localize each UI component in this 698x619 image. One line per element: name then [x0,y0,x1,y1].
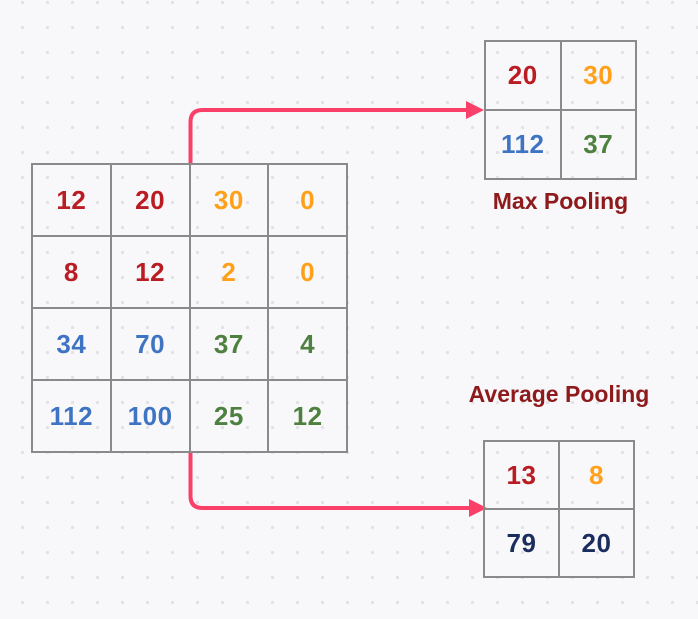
input-grid-cell: 0 [268,236,347,308]
input-grid-cell: 25 [189,380,269,452]
input-grid-cell: 12 [110,236,190,308]
input-grid-cell: 4 [268,308,347,380]
max-pooling-cell: 112 [485,110,561,179]
input-grid-cell: 112 [32,380,111,452]
average-pooling-cell: 20 [559,509,634,577]
input-grid-cell: 100 [110,380,190,452]
max-pooling-grid: 20 30 112 37 [484,40,637,180]
average-pooling-cell: 79 [484,509,559,577]
input-grid-cell: 70 [110,308,190,380]
max-pooling-arrowhead-icon [466,101,484,119]
max-pooling-cell: 37 [560,110,636,179]
average-pooling-arrow [188,451,469,510]
input-grid-cell: 34 [32,308,111,380]
input-grid-cell: 0 [268,164,347,236]
input-grid-cell: 12 [32,164,111,236]
input-grid-cell: 37 [189,308,269,380]
input-grid-cell: 12 [268,380,347,452]
max-pooling-cell: 20 [485,41,561,110]
input-grid-cell: 2 [189,236,269,308]
max-pooling-arrow [188,108,466,165]
average-pooling-label: Average Pooling [468,381,650,407]
input-grid-cell: 8 [32,236,111,308]
input-matrix-grid: 12 20 30 0 8 12 2 0 34 70 37 4 112 100 2… [31,163,348,453]
average-pooling-cell: 13 [484,441,559,509]
average-pooling-grid: 13 8 79 20 [483,440,635,578]
input-grid-cell: 20 [110,164,190,236]
max-pooling-cell: 30 [560,41,636,110]
input-grid-cell: 30 [189,164,269,236]
max-pooling-label: Max Pooling [492,188,629,214]
average-pooling-cell: 8 [559,441,634,509]
